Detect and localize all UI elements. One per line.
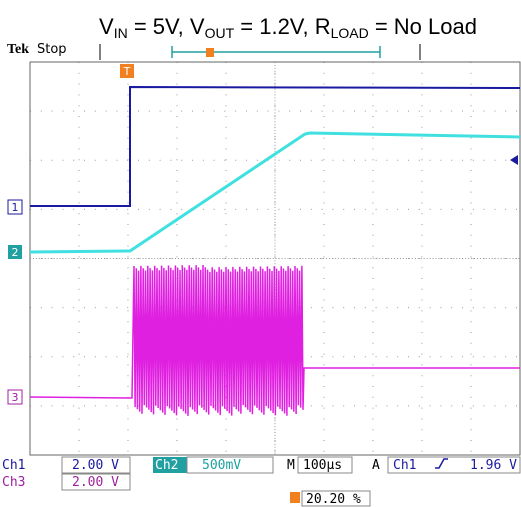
trigger-position-icon	[290, 492, 300, 503]
trigger-mode: A	[372, 458, 380, 473]
graticule	[30, 62, 520, 455]
ch1-scale-box	[61, 456, 131, 474]
graticule-border	[29, 61, 521, 456]
brand: Tek	[7, 42, 29, 57]
rising-edge-icon	[435, 458, 448, 469]
ch2-scale: 500mV	[202, 458, 241, 473]
ch3-scale-box	[61, 473, 131, 491]
trigger-position-icon	[206, 48, 214, 57]
ch2-scale-box	[186, 456, 274, 474]
time-label: M	[287, 458, 295, 473]
ch3-marker-label: 3	[12, 391, 19, 404]
trigger-box	[387, 456, 521, 474]
ch3-scale: 2.00 V	[72, 475, 119, 490]
ch3-marker	[7, 389, 23, 405]
trigger-level-arrow	[510, 155, 518, 165]
title-text: V	[99, 14, 114, 39]
time-scale: 100µs	[303, 458, 342, 473]
ch3-waveform	[29, 264, 520, 416]
time-scale-box	[297, 456, 353, 474]
ch2-label: Ch2	[155, 458, 178, 473]
trigger-level: 1.96 V	[470, 458, 517, 473]
ch1-label: Ch1	[2, 458, 25, 473]
trigger-source: Ch1	[393, 458, 416, 473]
title-subscript: OUT	[205, 25, 235, 41]
ch2-label-box	[153, 457, 187, 473]
ch1-marker-label: 1	[12, 201, 19, 214]
trigger-marker	[120, 64, 134, 78]
ch2-marker-label: 2	[12, 246, 19, 259]
ch3-label: Ch3	[2, 475, 25, 490]
ch1-waveform	[30, 85, 521, 207]
trigger-position-box	[301, 490, 371, 507]
title: VIN = 5V, VOUT = 1.2V, RLOAD = No Load	[99, 14, 477, 41]
title-text: = No Load	[369, 14, 477, 39]
ch1-scale: 2.00 V	[72, 458, 119, 473]
run-state: Stop	[37, 42, 67, 57]
title-subscript: IN	[114, 25, 128, 41]
title-text: = 1.2V, R	[234, 14, 330, 39]
trigger-position: 20.20 %	[306, 492, 361, 507]
title-subscript: LOAD	[331, 25, 369, 41]
trigger-marker-label: T	[123, 65, 131, 78]
title-text: = 5V, V	[128, 14, 205, 39]
ch2-marker	[8, 245, 22, 259]
ch1-marker	[7, 199, 23, 215]
ch2-waveform	[29, 131, 521, 254]
